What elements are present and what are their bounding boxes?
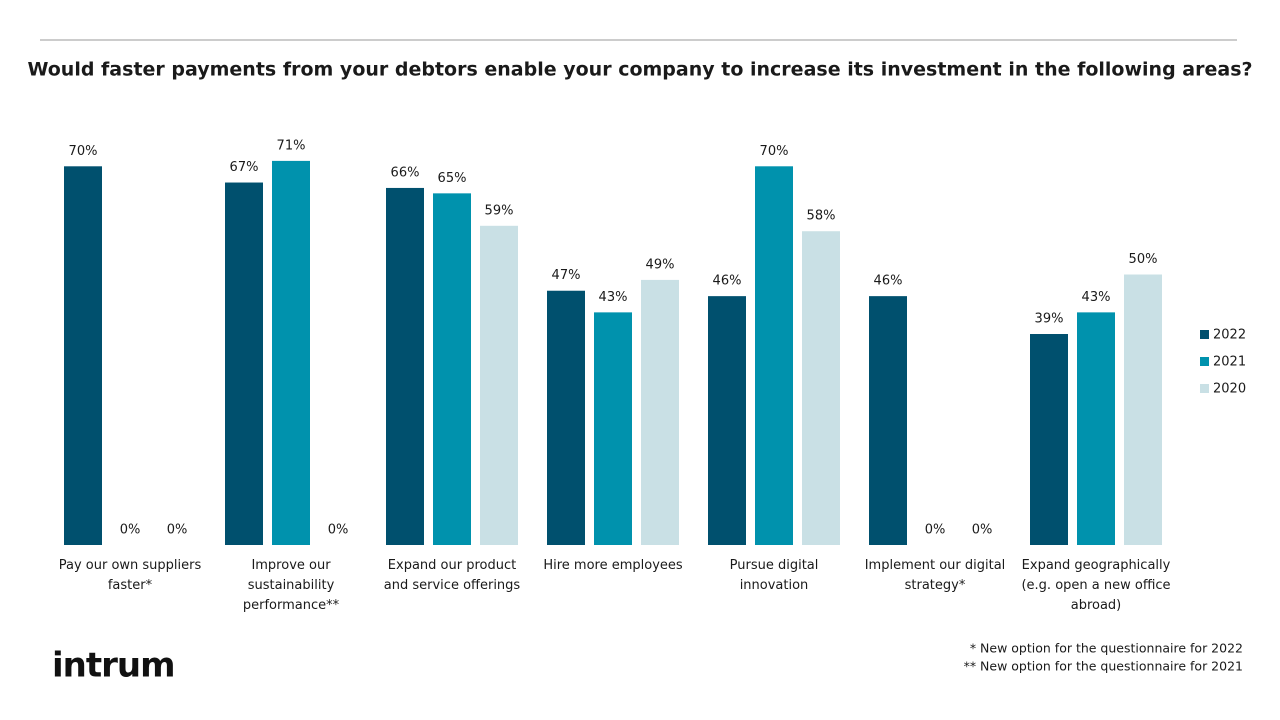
bar <box>708 296 746 545</box>
bar <box>869 296 907 545</box>
legend-swatch <box>1200 357 1209 366</box>
x-tick-label: Implement our digital strategy* <box>865 558 1006 593</box>
data-label: 59% <box>485 203 514 218</box>
data-label: 71% <box>277 138 306 153</box>
bar <box>547 290 585 545</box>
data-label: 43% <box>1082 290 1111 305</box>
bar <box>272 160 310 545</box>
data-label: 46% <box>713 274 742 289</box>
data-label: 67% <box>230 160 259 175</box>
bar <box>64 166 102 546</box>
footnote: ** New option for the questionnaire for … <box>964 659 1243 674</box>
bar <box>641 279 679 545</box>
bar <box>480 225 518 545</box>
x-tick-label: Pay our own suppliers faster* <box>59 558 202 593</box>
data-label: 39% <box>1035 312 1064 327</box>
legend-swatch <box>1200 330 1209 339</box>
legend-label: 2020 <box>1213 382 1246 397</box>
x-tick-label: Pursue digital innovation <box>730 558 819 593</box>
data-label: 0% <box>972 523 993 538</box>
legend-swatch <box>1200 384 1209 393</box>
bar <box>594 312 632 545</box>
bar <box>433 193 471 545</box>
bar <box>1030 334 1068 545</box>
footnote: * New option for the questionnaire for 2… <box>970 641 1243 656</box>
data-label: 0% <box>328 523 349 538</box>
chart-title: Would faster payments from your debtors … <box>27 59 1252 81</box>
data-label: 0% <box>120 523 141 538</box>
x-tick-label: Expand geographically (e.g. open a new of… <box>1021 558 1170 613</box>
x-tick-label: Expand our product and service offerings <box>384 558 521 593</box>
data-label: 50% <box>1129 252 1158 267</box>
data-label: 70% <box>69 144 98 159</box>
bar <box>1124 274 1162 545</box>
logo: intrum <box>52 646 175 686</box>
data-label: 0% <box>925 523 946 538</box>
bar <box>802 231 840 545</box>
data-label: 43% <box>599 290 628 305</box>
data-label: 49% <box>646 257 675 272</box>
data-label: 47% <box>552 268 581 283</box>
data-label: 46% <box>874 274 903 289</box>
data-label: 66% <box>391 165 420 180</box>
bar <box>1077 312 1115 545</box>
bar <box>225 182 263 545</box>
data-label: 70% <box>760 144 789 159</box>
legend-label: 2022 <box>1213 328 1246 343</box>
data-label: 58% <box>807 209 836 224</box>
bar <box>755 166 793 546</box>
data-label: 0% <box>167 523 188 538</box>
data-label: 65% <box>438 171 467 186</box>
bar <box>386 187 424 545</box>
x-tick-label: Hire more employees <box>543 558 683 573</box>
x-tick-label: Improve our sustainability performance** <box>243 558 340 613</box>
legend-label: 2021 <box>1213 355 1246 370</box>
